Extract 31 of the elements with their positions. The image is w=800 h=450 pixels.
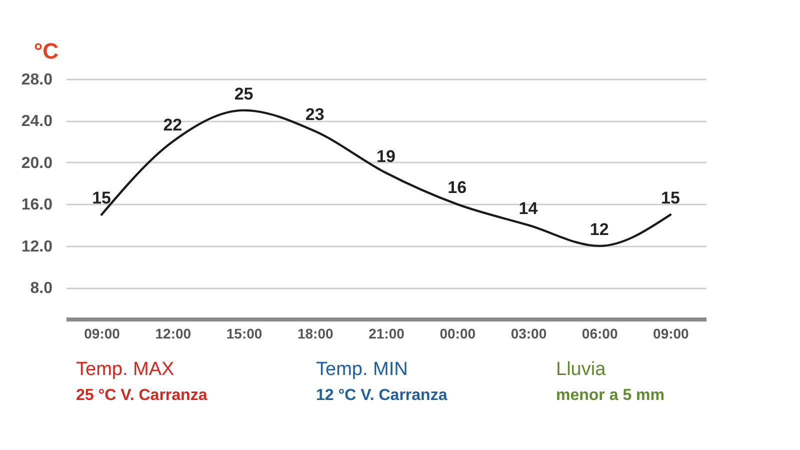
data-label: 23 <box>305 105 324 124</box>
x-tick-label: 09:00 <box>653 326 690 342</box>
text: Temp. MIN <box>316 359 408 380</box>
data-label: 16 <box>448 178 467 198</box>
data-label: 22 <box>163 116 182 135</box>
x-tick-label: 15:00 <box>226 326 262 342</box>
y-tick-label: 20.0 <box>21 154 53 172</box>
x-tick-label: 09:00 <box>84 326 120 342</box>
text: Temp. MAX <box>76 359 175 380</box>
data-label: 12 <box>590 220 609 239</box>
data-label: 15 <box>92 188 112 208</box>
x-tick-label: 21:00 <box>368 326 405 342</box>
data-label: 25 <box>234 84 254 104</box>
x-tick-label: 18:00 <box>297 326 334 342</box>
text: 12 °C V. Carranza <box>316 387 448 404</box>
y-tick-label: 16.0 <box>21 196 53 214</box>
text: menor a 5 mm <box>556 387 664 404</box>
x-tick-label: 12:00 <box>155 326 192 342</box>
y-tick-label: 24.0 <box>21 113 53 130</box>
x-tick-label: 03:00 <box>510 326 547 342</box>
x-tick-label: 00:00 <box>440 326 476 342</box>
y-tick-label: 8.0 <box>30 280 53 298</box>
y-tick-label: 12.0 <box>21 238 53 256</box>
data-label: 14 <box>518 199 538 218</box>
data-label: 19 <box>376 146 396 166</box>
text: 25 °C V. Carranza <box>76 387 208 404</box>
text: Lluvia <box>556 359 606 380</box>
y-tick-label: 28.0 <box>21 72 53 88</box>
data-label: 15 <box>660 188 680 208</box>
x-tick-label: 06:00 <box>582 326 618 342</box>
y-axis-title: °C <box>34 38 59 64</box>
